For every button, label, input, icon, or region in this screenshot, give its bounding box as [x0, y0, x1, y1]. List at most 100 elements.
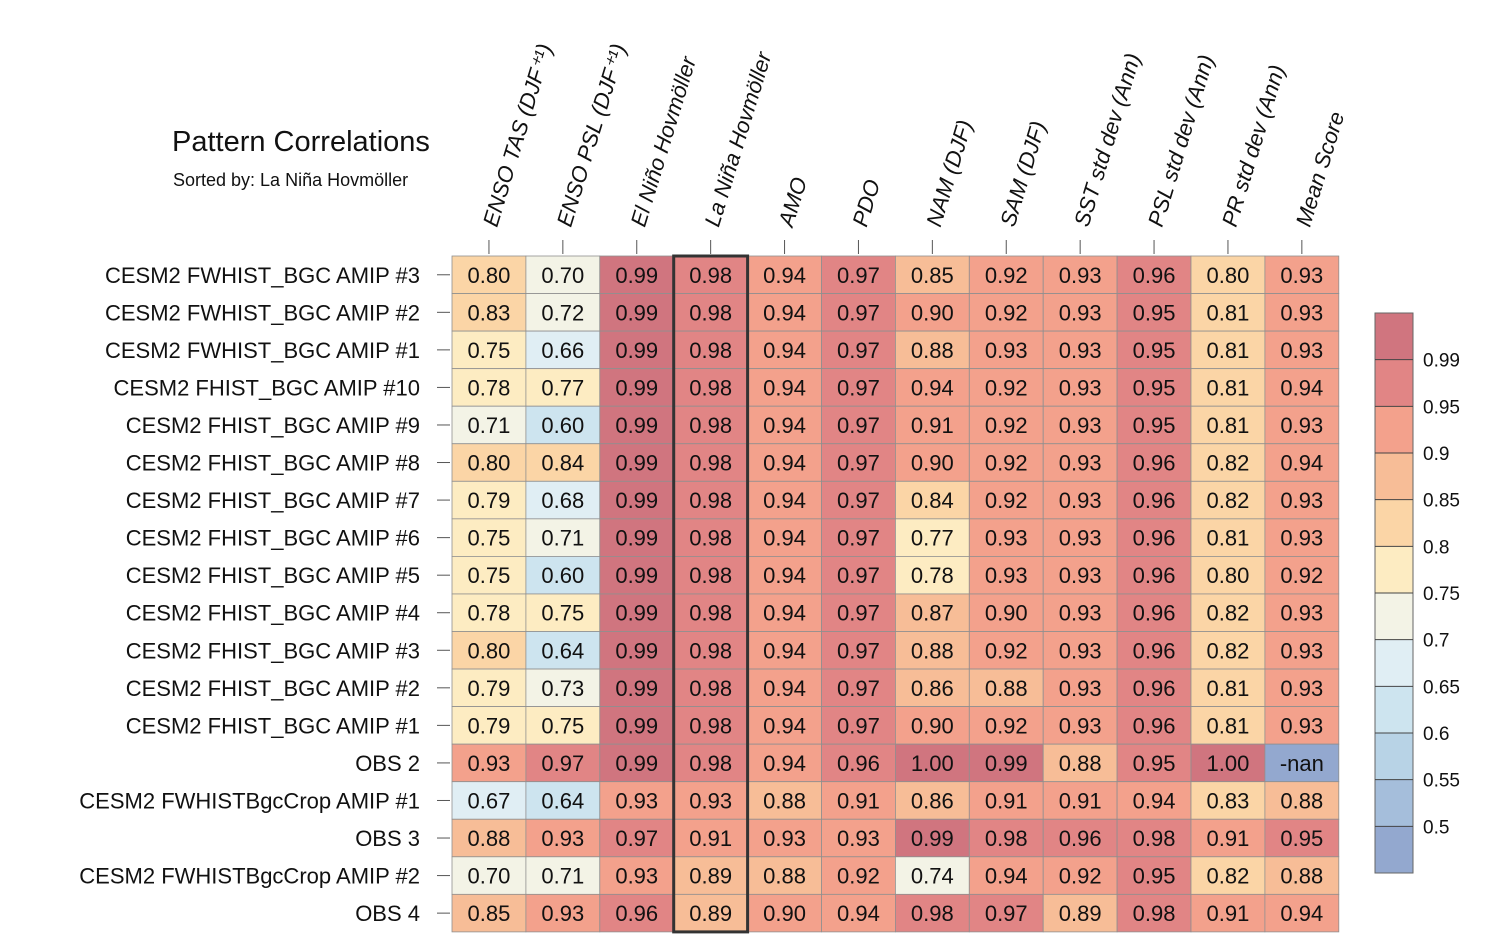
cell-value-label: 0.96	[1133, 563, 1176, 588]
heatmap-cell	[1116, 706, 1192, 745]
cell-value-label: 0.90	[763, 901, 806, 926]
cell-value-label: 0.95	[1133, 375, 1176, 400]
heatmap-cell	[451, 631, 527, 670]
cell-value-label: 0.98	[689, 375, 732, 400]
cell-value-label: 0.91	[689, 826, 732, 851]
heatmap-cell	[1190, 556, 1266, 595]
row-label: CESM2 FHIST_BGC AMIP #1	[126, 713, 420, 738]
cell-value-label: 0.97	[837, 713, 880, 738]
cell-value-label: 0.96	[1133, 263, 1176, 288]
heatmap-cell	[673, 593, 749, 632]
cell-value-label: 0.85	[468, 901, 511, 926]
heatmap-cell	[821, 706, 896, 745]
cell-value-label: 0.93	[541, 826, 584, 851]
heatmap-cell	[1042, 856, 1118, 895]
cell-value-label: 0.93	[1059, 263, 1102, 288]
column-label: PDO	[847, 177, 885, 230]
column-label: AMO	[773, 174, 812, 231]
cell-value-label: 0.98	[689, 451, 732, 476]
row-label: CESM2 FWHIST_BGC AMIP #3	[105, 263, 420, 288]
colorbar-tick-label: 0.85	[1423, 491, 1460, 512]
heatmap-cell	[968, 330, 1044, 370]
cell-value-label: 0.93	[985, 338, 1028, 363]
cell-value-label: 0.97	[837, 563, 880, 588]
heatmap-cell	[451, 593, 527, 632]
cell-value-label: 0.94	[763, 563, 806, 588]
cell-value-label: 0.83	[1207, 788, 1250, 813]
cell-value-label: 0.98	[689, 751, 732, 776]
heatmap-cell	[1116, 631, 1192, 670]
cell-value-label: 0.77	[911, 526, 954, 551]
colorbar-tick-label: 0.8	[1423, 537, 1449, 558]
heatmap-cell	[673, 668, 749, 707]
heatmap-cell	[1264, 368, 1340, 407]
cell-value-label: 0.93	[1280, 338, 1323, 363]
colorbar-swatch	[1375, 499, 1413, 547]
cell-value-label: 0.91	[1059, 788, 1102, 813]
cell-value-label: 0.99	[985, 751, 1028, 776]
heatmap-cell	[1116, 856, 1192, 895]
cell-value-label: 0.93	[1280, 488, 1323, 513]
heatmap-cell	[599, 518, 675, 557]
heatmap-cell	[1190, 593, 1266, 632]
cell-value-label: 0.91	[1207, 901, 1250, 926]
heatmap-cell	[1190, 668, 1266, 707]
cell-value-label: 0.79	[468, 676, 511, 701]
cell-value-label: 0.97	[837, 676, 880, 701]
cell-value-label: 0.86	[911, 788, 954, 813]
column-label: NAM (DJF)	[921, 117, 977, 229]
cell-value-label: 0.90	[911, 713, 954, 738]
column-label: PR std dev (Ann)	[1217, 62, 1290, 230]
column-label: SST std dev (Ann)	[1069, 50, 1145, 229]
heatmap-cell	[747, 893, 822, 933]
heatmap-cell	[968, 893, 1044, 933]
cell-value-label: 0.66	[541, 338, 584, 363]
cell-value-label: 0.98	[689, 338, 732, 363]
heatmap-cell	[1116, 518, 1192, 557]
cell-value-label: 0.86	[911, 676, 954, 701]
row-label: CESM2 FHIST_BGC AMIP #10	[114, 375, 420, 400]
cell-value-label: 0.95	[1133, 300, 1176, 325]
colorbar: 0.99 0.95 0.9 0.85 0.8 0.75 0.7 0.65 0.6 0.55 0.5	[1374, 312, 1460, 874]
heatmap-cell	[1264, 668, 1340, 707]
heatmap-cell	[821, 818, 896, 858]
heatmap-cell	[968, 593, 1044, 632]
cell-value-label: 0.97	[837, 300, 880, 325]
cell-value-label: 0.99	[615, 263, 658, 288]
row-label: CESM2 FWHISTBgcCrop AMIP #1	[79, 788, 420, 813]
heatmap-cell	[1042, 893, 1118, 933]
heatmap-cell	[1264, 593, 1340, 632]
cell-value-label: 0.89	[689, 901, 732, 926]
cell-value-label: 0.99	[615, 488, 658, 513]
cell-value-label: 0.91	[985, 788, 1028, 813]
cell-value-label: 0.92	[985, 638, 1028, 663]
heatmap-cell	[525, 856, 601, 895]
heatmap-cell	[895, 706, 970, 745]
cell-value-label: 0.93	[1059, 300, 1102, 325]
cell-value-label: 0.95	[1280, 826, 1323, 851]
heatmap-cell	[525, 706, 601, 745]
heatmap-cell	[1190, 293, 1266, 332]
highlighted-column-frame	[672, 254, 750, 934]
heatmap-cell	[895, 330, 970, 370]
cell-value-label: 0.89	[1059, 901, 1102, 926]
row-label: CESM2 FHIST_BGC AMIP #2	[126, 676, 420, 701]
cell-value-label: 0.72	[541, 300, 584, 325]
cell-value-label: 0.99	[615, 300, 658, 325]
cell-value-label: 0.75	[541, 601, 584, 626]
heatmap-cell	[1116, 668, 1192, 707]
heatmap-cell	[821, 330, 896, 370]
cell-value-label: 0.95	[1133, 338, 1176, 363]
cell-value-label: 0.98	[689, 638, 732, 663]
cell-value-label: 0.94	[985, 864, 1028, 889]
heatmap-cell	[1042, 781, 1118, 820]
cell-value-label: 0.93	[1280, 300, 1323, 325]
heatmap-cell	[525, 443, 601, 482]
heatmap-cell	[451, 668, 527, 707]
cell-value-label: 0.93	[1059, 563, 1102, 588]
cell-value-label: 0.97	[837, 413, 880, 438]
cell-value-label: 0.94	[763, 300, 806, 325]
cell-value-label: 0.93	[689, 788, 732, 813]
heatmap-cell	[673, 368, 749, 407]
cell-value-label: 0.85	[911, 263, 954, 288]
